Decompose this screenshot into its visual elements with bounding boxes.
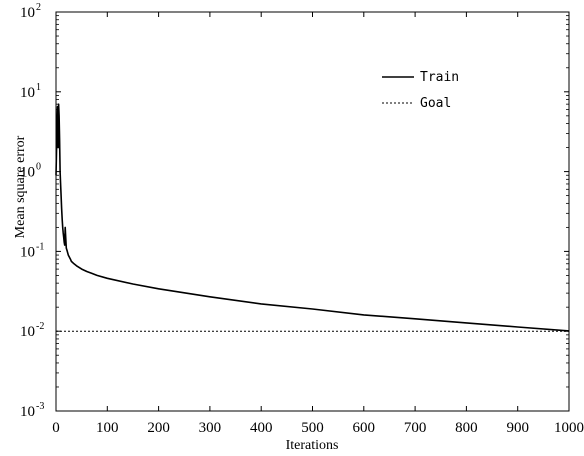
y-tick-exponent: 1: [36, 82, 41, 93]
x-tick-label: 200: [147, 420, 170, 436]
x-tick-label: 100: [96, 420, 119, 436]
x-axis: 0 100 200 300 400 500 600 700 800 900 1000: [52, 12, 584, 436]
x-axis-label: Iterations: [286, 438, 339, 453]
y-tick-label: 10: [20, 5, 35, 21]
x-tick-label: 700: [404, 420, 427, 436]
legend-goal-label: Goal: [420, 96, 451, 111]
y-tick-label: 10: [20, 85, 35, 101]
y-tick-label: 10: [20, 165, 35, 181]
y-tick-exponent: 0: [36, 162, 41, 173]
x-tick-label: 0: [52, 420, 60, 436]
x-tick-label: 600: [353, 420, 376, 436]
x-tick-label: 500: [301, 420, 324, 436]
y-tick-exponent: 2: [36, 2, 41, 13]
y-tick-exponent: -1: [36, 241, 44, 252]
x-tick-label: 800: [455, 420, 478, 436]
y-tick-exponent: -2: [36, 321, 44, 332]
y-tick-label: 10: [20, 244, 35, 260]
y-tick-label: 10: [20, 404, 35, 420]
series-line-train: [55, 103, 570, 332]
y-tick-label: 10: [20, 324, 35, 340]
legend-train-label: Train: [420, 70, 459, 85]
y-tick-exponent: -3: [36, 401, 44, 412]
series-layer: [55, 103, 570, 332]
legend: Train Goal: [382, 70, 459, 111]
y-axis-label: Mean square error: [13, 135, 28, 238]
x-tick-label: 900: [506, 420, 529, 436]
x-tick-label: 400: [250, 420, 273, 436]
x-tick-label: 1000: [554, 420, 584, 436]
x-tick-label: 300: [199, 420, 222, 436]
plot-area: [55, 11, 570, 412]
